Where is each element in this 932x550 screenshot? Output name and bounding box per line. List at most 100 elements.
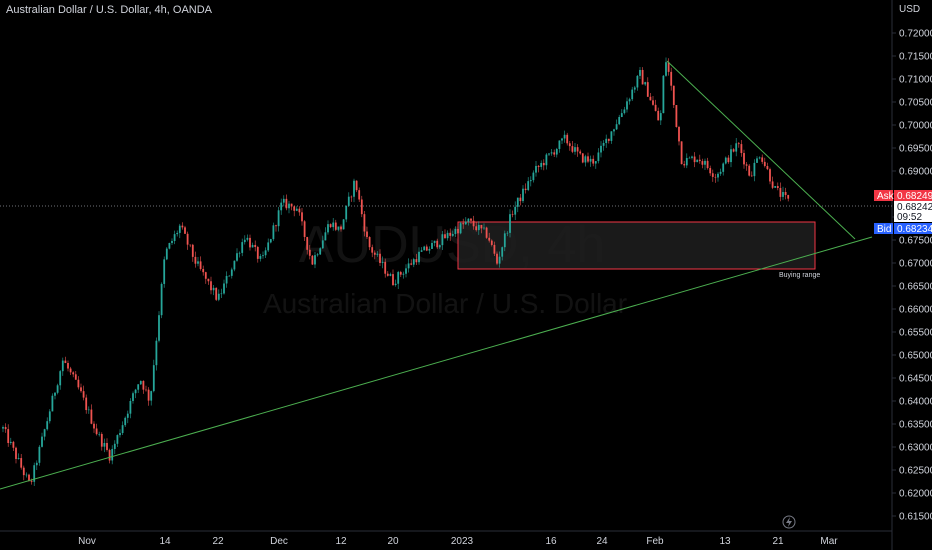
candle-body <box>626 101 628 110</box>
candle-body <box>618 116 621 125</box>
candle-body <box>220 293 223 295</box>
candle-body <box>548 153 550 155</box>
candle-body <box>160 283 163 316</box>
candle-body <box>745 164 748 166</box>
price-tick-label: 0.62000 <box>899 489 932 500</box>
support-trendline[interactable] <box>0 236 873 490</box>
candle-body <box>217 293 220 300</box>
candle-body <box>782 191 784 197</box>
candle-body <box>550 152 553 154</box>
candle-body <box>259 256 262 259</box>
candle-body <box>61 360 64 372</box>
candle-body <box>594 161 597 164</box>
candle-body <box>189 244 192 246</box>
ask-label: Ask <box>877 191 895 202</box>
candle-body <box>490 240 493 245</box>
candle-body <box>9 441 12 443</box>
candle-body <box>485 227 488 238</box>
candle-body <box>423 246 426 251</box>
candle-body <box>124 417 127 426</box>
candle-body <box>298 208 301 213</box>
candle-body <box>644 82 647 85</box>
candle-body <box>672 85 675 106</box>
candle-body <box>85 397 88 411</box>
candle-body <box>446 232 449 239</box>
candle-body <box>652 100 654 105</box>
price-tick-label: 0.65000 <box>899 351 932 362</box>
candle-body <box>74 374 77 380</box>
price-tick-label: 0.69000 <box>899 167 932 178</box>
resistance-trendline[interactable] <box>666 60 856 240</box>
candle-body <box>657 110 660 121</box>
time-tick-label: 13 <box>719 536 731 547</box>
candle-body <box>566 134 569 144</box>
candle-body <box>748 165 751 176</box>
candle-body <box>496 253 498 264</box>
candle-body <box>199 261 202 269</box>
candle-body <box>181 225 184 228</box>
price-tick-label: 0.61500 <box>899 512 932 523</box>
bid-label: Bid <box>877 224 891 235</box>
candle-body <box>4 427 7 430</box>
candle-body <box>761 157 764 162</box>
candle-body <box>389 274 392 276</box>
candle-body <box>516 197 519 207</box>
candle-body <box>529 180 532 182</box>
candle-body <box>545 154 548 166</box>
candle-body <box>72 372 75 375</box>
candle-body <box>553 152 556 155</box>
candle-body <box>488 237 491 241</box>
candle-body <box>316 254 319 256</box>
ask-tag: Ask 0.68249 <box>874 190 932 202</box>
candle-body <box>610 131 613 141</box>
candle-body <box>293 206 296 211</box>
candle-body <box>392 274 394 286</box>
time-axis[interactable]: Nov 14 22 Dec 12 20 2023 16 24 Feb 13 21 Mar <box>78 536 838 547</box>
candle-body <box>311 255 314 265</box>
candle-body <box>706 160 709 169</box>
candle-body <box>597 152 600 162</box>
lightning-icon[interactable] <box>782 515 796 529</box>
candle-body <box>576 147 579 152</box>
candle-body <box>228 275 231 277</box>
candle-body <box>243 239 246 243</box>
candle-body <box>176 232 179 235</box>
candle-body <box>150 391 153 401</box>
price-tick-label: 0.69500 <box>899 144 932 155</box>
candle-body <box>743 153 745 165</box>
candle-body <box>386 273 389 276</box>
candle-body <box>25 474 28 476</box>
candle-body <box>766 165 769 170</box>
candle-body <box>288 203 290 209</box>
candle-body <box>540 162 543 167</box>
candle-body <box>730 149 732 163</box>
candle-body <box>12 441 15 448</box>
candle-body <box>659 113 662 121</box>
candle-body <box>306 236 309 250</box>
candle-body <box>779 187 782 197</box>
candle-body <box>158 315 160 341</box>
candle-body <box>402 273 405 275</box>
candle-body <box>628 99 631 102</box>
candle-body <box>519 197 522 202</box>
candle-body <box>314 255 316 265</box>
candle-body <box>327 224 329 233</box>
candle-body <box>251 244 254 248</box>
candle-body <box>412 259 415 265</box>
price-axis[interactable]: 0.72000 0.71500 0.71000 0.70500 0.70000 0.695… <box>892 29 932 523</box>
candle-body <box>431 242 433 249</box>
buying-range-zone[interactable] <box>457 221 816 270</box>
candle-body <box>649 96 652 101</box>
candle-body <box>90 409 93 424</box>
candle-body <box>602 143 605 146</box>
candle-body <box>290 203 293 207</box>
candle-body <box>334 222 337 230</box>
candle-body <box>613 129 615 132</box>
candle-body <box>145 389 147 391</box>
currency-label: USD <box>899 4 920 15</box>
candle-body <box>246 237 249 240</box>
candle-body <box>514 206 517 215</box>
time-tick-label: 22 <box>212 536 224 547</box>
candle-body <box>191 244 194 257</box>
